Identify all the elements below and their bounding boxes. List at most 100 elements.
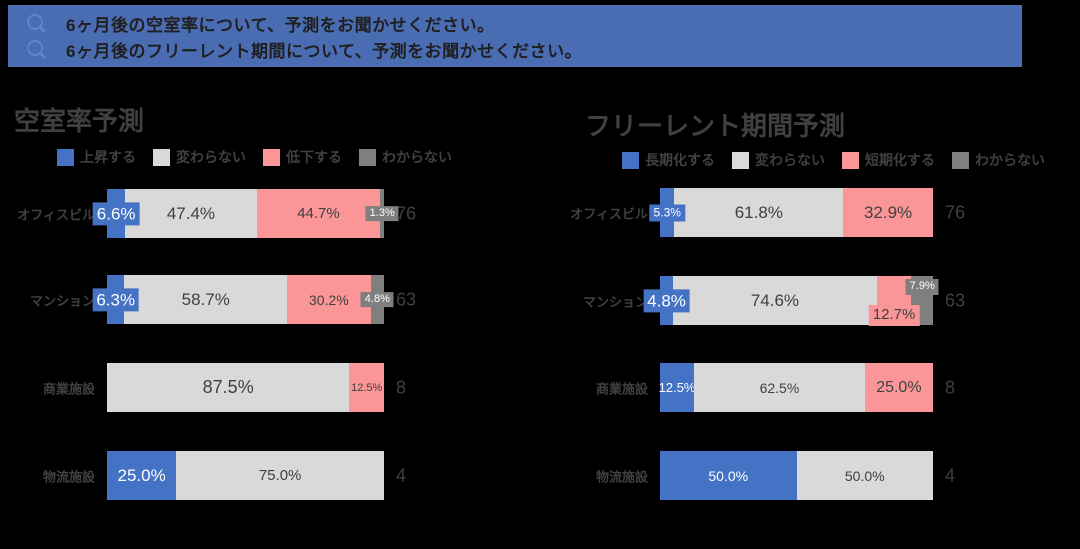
question-line: 6ヶ月後の空室率について、予測をお聞かせください。 [24, 10, 1022, 36]
sample-size-label: 8 [396, 377, 407, 397]
category-label: 物流施設 [595, 469, 648, 484]
legend-swatch-fall [263, 148, 280, 166]
bar-segment-same: 75.0% [176, 451, 384, 500]
segment-value-label: 12.5% [351, 381, 383, 394]
bar-segment-same: 58.7% [124, 275, 288, 324]
bar-segment-same: 50.0% [796, 451, 933, 500]
category-label: マンション [29, 293, 95, 308]
free-rent-period-forecast-chart: フリーレント期間予測 長期化する 変わらない 短期化する わからない オフィスビル 5.… [540, 95, 1080, 549]
segment-value-label: 87.5% [202, 377, 254, 397]
magnifier-q-icon [24, 38, 50, 60]
chart-legend: 上昇する 変わらない 低下する わからない [57, 147, 452, 167]
bar-segment-same: 74.6% [673, 276, 877, 325]
bar-segment-same: 62.5% [694, 363, 865, 412]
legend-label: 上昇する [80, 149, 136, 165]
segment-value-label: 30.2% [309, 291, 349, 308]
sample-size-label: 63 [396, 289, 417, 309]
magnifier-q-icon [24, 12, 50, 34]
legend-label: 低下する [286, 149, 342, 165]
bar-row: オフィスビル 6.6% 47.4% 44.7% 1.3% 76 [0, 189, 540, 238]
bar-segment-fall: 44.7% [256, 189, 381, 238]
segment-value-badge: 7.9% [905, 279, 939, 295]
bar-segment-shorter: 32.9% [843, 188, 933, 237]
legend-swatch-longer [622, 151, 639, 169]
segment-value-label: 58.7% [181, 289, 230, 309]
bar-segment-longer: 50.0% [660, 451, 797, 500]
category-label: 商業施設 [595, 381, 648, 396]
segment-value-label: 50.0% [844, 467, 885, 484]
bar-row: オフィスビル 5.3% 61.8% 32.9% 76 [540, 188, 1080, 237]
bar-row: 商業施設 12.5% 62.5% 25.0% 8 [540, 363, 1080, 412]
legend-swatch-same [153, 148, 170, 166]
legend-item-same: 変わらない [732, 150, 825, 170]
category-label: オフィスビル [570, 206, 648, 221]
segment-value-badge: 6.6% [92, 201, 140, 226]
segment-value-label: 61.8% [734, 202, 783, 222]
legend-swatch-shorter [842, 151, 859, 169]
segment-value-badge: 4.8% [360, 291, 394, 308]
bar-segment-same: 61.8% [674, 188, 844, 237]
chart-legend: 長期化する 変わらない 短期化する わからない [622, 150, 1045, 170]
legend-label: 短期化する [865, 152, 935, 168]
stacked-bar: 87.5% 12.5% [107, 363, 384, 412]
segment-value-label: 32.9% [863, 202, 913, 222]
legend-item-rise: 上昇する [57, 147, 136, 167]
bar-segment-shorter: 25.0% [864, 363, 933, 412]
segment-value-label: 50.0% [708, 467, 749, 484]
segment-value-label: 12.5% [658, 380, 696, 395]
sample-size-label: 63 [945, 290, 966, 310]
sample-size-label: 4 [396, 465, 407, 485]
bar-row: 物流施設 25.0% 75.0% 4 [0, 451, 540, 500]
bar-segment-fall: 12.5% [349, 363, 384, 412]
legend-label: 長期化する [645, 152, 715, 168]
legend-item-same: 変わらない [153, 147, 246, 167]
legend-swatch-unknown [952, 151, 969, 169]
segment-value-badge: 6.3% [92, 287, 140, 312]
bar-row: マンション 4.8% 74.6% 12.7% 7.9% 63 [540, 276, 1080, 326]
stacked-bar: 5.3% 61.8% 32.9% [649, 188, 933, 237]
bar-segment-same: 87.5% [107, 363, 350, 412]
segment-value-badge: 12.7% [868, 305, 920, 326]
sample-size-label: 76 [396, 203, 417, 223]
stacked-bar: 6.6% 47.4% 44.7% 1.3% [92, 189, 399, 238]
category-label: 商業施設 [42, 381, 95, 396]
bar-row: 商業施設 87.5% 12.5% 8 [0, 363, 540, 412]
stacked-bar: 25.0% 75.0% [107, 451, 384, 500]
category-label: 物流施設 [42, 469, 95, 484]
legend-item-unknown: わからない [359, 147, 452, 167]
question-text: 6ヶ月後の空室率について、予測をお聞かせください。 [66, 15, 495, 35]
bar-segment-longer: 12.5% [658, 363, 696, 412]
legend-swatch-rise [57, 148, 74, 166]
category-label: オフィスビル [17, 207, 95, 222]
legend-item-fall: 低下する [263, 147, 342, 167]
bar-segment-rise: 25.0% [107, 451, 177, 500]
segment-value-badge: 4.8% [643, 288, 690, 313]
bar-row: マンション 6.3% 58.7% 30.2% 4.8% 63 [0, 275, 540, 324]
segment-value-label: 25.0% [876, 378, 922, 396]
legend-label: わからない [975, 152, 1045, 168]
segment-value-label: 47.4% [166, 203, 216, 223]
segment-value-label: 74.6% [750, 290, 800, 310]
segment-value-label: 75.0% [258, 467, 302, 484]
question-banner: 6ヶ月後の空室率について、予測をお聞かせください。 6ヶ月後のフリーレント期間に… [8, 5, 1022, 67]
sample-size-label: 8 [945, 377, 956, 397]
segment-value-badge: 5.3% [649, 204, 685, 221]
bar-segment-fall: 30.2% [287, 275, 371, 324]
segment-value-label: 25.0% [117, 465, 166, 485]
legend-swatch-unknown [359, 148, 376, 166]
segment-value-badge: 1.3% [365, 205, 399, 222]
question-line: 6ヶ月後のフリーレント期間について、予測をお聞かせください。 [24, 36, 1022, 62]
bar-row: 物流施設 50.0% 50.0% 4 [540, 451, 1080, 500]
segment-value-label: 44.7% [297, 205, 340, 222]
question-text: 6ヶ月後のフリーレント期間について、予測をお聞かせください。 [66, 41, 583, 61]
legend-item-shorter: 短期化する [842, 150, 935, 170]
legend-label: わからない [382, 149, 452, 165]
sample-size-label: 4 [945, 465, 956, 485]
segment-value-label: 62.5% [759, 379, 800, 396]
stacked-bar: 50.0% 50.0% [660, 451, 933, 500]
vacancy-rate-forecast-chart: 空室率予測 上昇する 変わらない 低下する わからない オフィスビル 6.6% 47.4%… [0, 95, 540, 549]
stacked-bar: 6.3% 58.7% 30.2% 4.8% [92, 275, 394, 324]
legend-label: 変わらない [176, 149, 246, 165]
sample-size-label: 76 [945, 202, 966, 222]
category-label: マンション [582, 294, 648, 309]
